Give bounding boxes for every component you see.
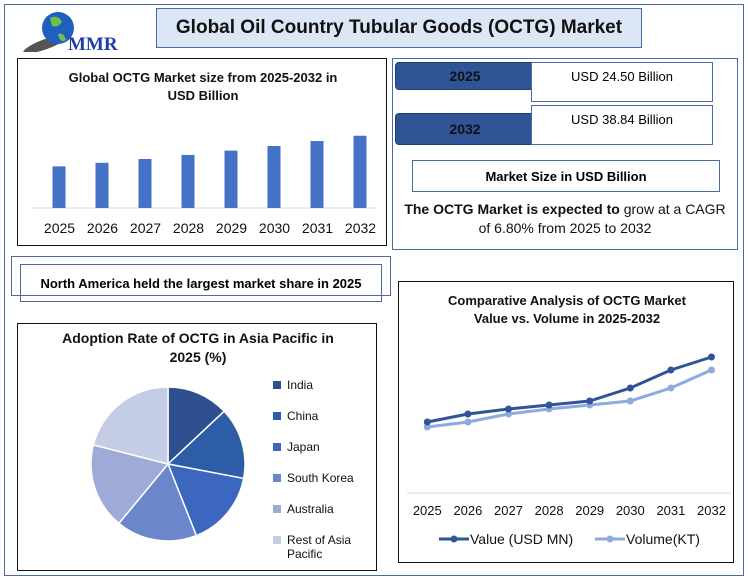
bar-chart-title: Global OCTG Market size from 2025-2032 i… bbox=[68, 70, 338, 103]
legend-marker bbox=[450, 535, 458, 543]
x-tick-label: 2025 bbox=[413, 503, 442, 518]
data-point bbox=[586, 397, 594, 405]
cagr-bold: The OCTG Market is expected to bbox=[404, 201, 620, 217]
legend-item: China bbox=[273, 409, 373, 440]
x-tick-label: 2031 bbox=[302, 220, 333, 236]
x-tick-label: 2032 bbox=[345, 220, 376, 236]
legend-swatch bbox=[273, 381, 281, 389]
x-tick-label: 2029 bbox=[216, 220, 247, 236]
data-point bbox=[505, 405, 512, 413]
legend-swatch bbox=[273, 412, 281, 420]
x-tick-label: 2026 bbox=[87, 220, 118, 236]
x-tick-label: 2032 bbox=[697, 503, 726, 518]
pie-slice-australia bbox=[90, 443, 170, 525]
legend-swatch bbox=[273, 443, 281, 451]
cagr-rest: grow at a CAGR of 6.80% from 2025 to 203… bbox=[478, 201, 726, 236]
year-badge-2032: 2032 bbox=[395, 113, 535, 145]
bar-chart-panel: Global OCTG Market size from 2025-2032 i… bbox=[17, 58, 387, 246]
page-frame bbox=[4, 4, 744, 576]
x-tick-label: 2031 bbox=[656, 503, 685, 518]
pie-slice-rest-of-asia-pacific bbox=[92, 386, 169, 465]
pie-legend: India China Japan South Korea Australia Rest … bbox=[273, 378, 373, 567]
data-point bbox=[667, 384, 675, 392]
svg-text:MMR: MMR bbox=[68, 34, 118, 52]
pie-chart-title: Adoption Rate of OCTG in Asia Pacific in… bbox=[62, 330, 334, 365]
bar-2028 bbox=[181, 154, 195, 208]
legend-item: South Korea bbox=[273, 471, 373, 502]
data-point bbox=[423, 423, 431, 431]
legend-item: Australia bbox=[273, 502, 373, 533]
legend-item: India bbox=[273, 378, 373, 409]
legend-item: Rest of Asia Pacific bbox=[273, 533, 373, 567]
value-2032: USD 38.84 Billion bbox=[531, 105, 713, 145]
page-title: Global Oil Country Tubular Goods (OCTG) … bbox=[156, 8, 642, 48]
pie-slice-south-korea bbox=[117, 462, 198, 542]
bar-2029 bbox=[224, 150, 238, 208]
data-point bbox=[626, 397, 634, 405]
series-line-value bbox=[427, 355, 712, 424]
legend-label: Value (USD MN) bbox=[470, 531, 573, 547]
cagr-text: The OCTG Market is expected to grow at a… bbox=[400, 200, 730, 238]
x-tick-label: 2030 bbox=[259, 220, 290, 236]
legend-label: India bbox=[287, 378, 314, 392]
x-tick-label: 2029 bbox=[575, 503, 604, 518]
line-chart-title: Comparative Analysis of OCTG Market Valu… bbox=[448, 293, 686, 326]
legend-label: Volume(KT) bbox=[626, 531, 700, 547]
bar-2031 bbox=[310, 141, 324, 208]
series-line-volume bbox=[427, 368, 713, 429]
bar-2026 bbox=[95, 162, 109, 208]
pie-chart bbox=[90, 386, 246, 542]
legend-label: Australia bbox=[287, 502, 334, 516]
bar-2032 bbox=[353, 135, 367, 208]
pie-slice-japan bbox=[166, 463, 245, 537]
legend-label: South Korea bbox=[287, 471, 354, 485]
line-chart: 2025 2026 2027 2028 2029 2030 2031 2032 Value (U… bbox=[407, 353, 731, 547]
data-point bbox=[464, 418, 472, 426]
region-panel bbox=[11, 256, 391, 296]
legend-swatch bbox=[273, 536, 281, 544]
x-tick-label: 2025 bbox=[44, 220, 75, 236]
data-point bbox=[708, 366, 715, 374]
value-2025: USD 24.50 Billion bbox=[531, 62, 713, 102]
region-note: North America held the largest market sh… bbox=[20, 264, 382, 302]
legend-label: China bbox=[287, 409, 319, 423]
legend-swatch bbox=[273, 505, 281, 513]
mmr-logo: MMR bbox=[18, 8, 118, 55]
year-badge-2025: 2025 bbox=[395, 62, 535, 90]
data-point bbox=[505, 410, 512, 418]
bar-2025 bbox=[52, 166, 66, 208]
data-point bbox=[708, 353, 715, 361]
bar-chart: 2025 2026 2027 2028 2029 2030 2031 2032 bbox=[32, 135, 376, 236]
legend-marker bbox=[606, 535, 614, 543]
x-tick-label: 2028 bbox=[173, 220, 204, 236]
data-point bbox=[545, 401, 553, 409]
data-point bbox=[626, 384, 634, 392]
legend-swatch bbox=[273, 474, 281, 482]
legend-item: Japan bbox=[273, 440, 373, 471]
data-point bbox=[464, 410, 472, 418]
bar-2027 bbox=[138, 158, 152, 208]
x-tick-label: 2026 bbox=[453, 503, 482, 518]
legend-label: Japan bbox=[287, 440, 320, 454]
x-tick-label: 2030 bbox=[616, 503, 645, 518]
line-chart-panel: Comparative Analysis of OCTG Market Valu… bbox=[398, 281, 734, 563]
stats-panel bbox=[392, 58, 738, 250]
bar-2030 bbox=[267, 145, 281, 208]
data-point bbox=[423, 418, 431, 426]
x-tick-label: 2027 bbox=[494, 503, 523, 518]
pie-chart-panel: Adoption Rate of OCTG in Asia Pacific in… bbox=[17, 323, 377, 571]
pie-slice-india bbox=[167, 386, 226, 466]
x-tick-label: 2027 bbox=[130, 220, 161, 236]
legend-label: Rest of Asia Pacific bbox=[287, 533, 352, 561]
x-tick-label: 2028 bbox=[535, 503, 564, 518]
data-point bbox=[667, 366, 675, 374]
pie-slice-china bbox=[166, 410, 246, 480]
market-size-label: Market Size in USD Billion bbox=[412, 160, 720, 192]
